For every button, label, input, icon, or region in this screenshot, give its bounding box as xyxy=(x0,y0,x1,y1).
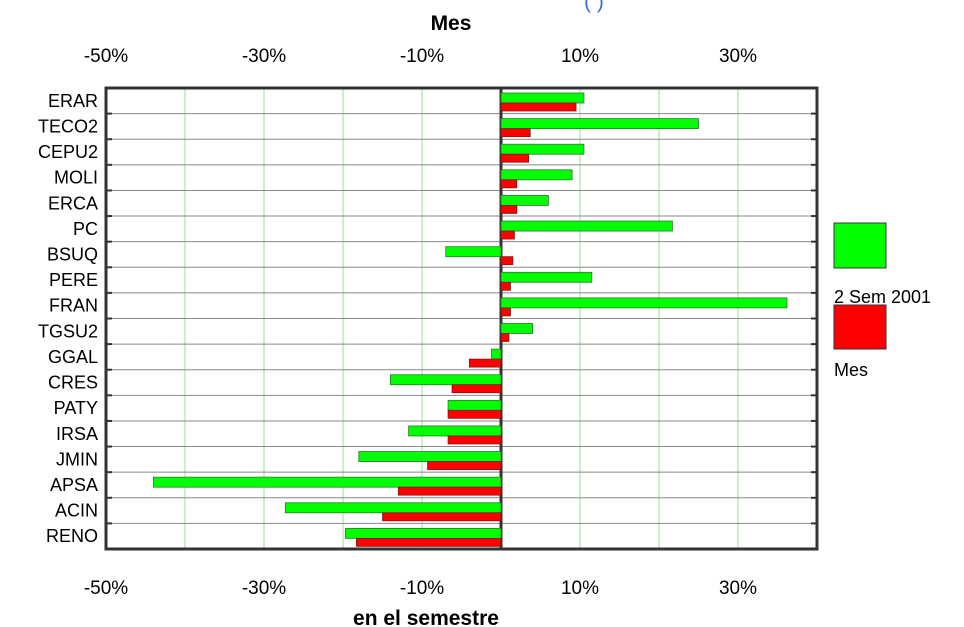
top-tick-label: -10% xyxy=(400,46,444,67)
axes-layer xyxy=(104,86,819,551)
category-label-jmin: JMIN xyxy=(56,449,98,469)
bottom-axis-title: en el semestre xyxy=(353,607,499,627)
bar-mes-irsa xyxy=(447,435,502,445)
bar-mes-cres xyxy=(451,384,502,394)
category-label-acin: ACIN xyxy=(55,501,98,521)
bars-layer xyxy=(152,92,788,547)
bar-mes-moli xyxy=(500,179,518,189)
category-label-paty: PATY xyxy=(54,398,98,418)
legend: 2 Sem 2001 Mes xyxy=(833,222,931,380)
bar-2sem-fran xyxy=(500,297,788,309)
bar-2sem-cepu2 xyxy=(500,143,585,155)
bar-2sem-tgsu2 xyxy=(500,323,534,334)
bottom-tick-label: -50% xyxy=(84,578,128,599)
bar-mes-jmin xyxy=(427,461,502,470)
bar-2sem-cres xyxy=(389,374,502,386)
category-label-moli: MOLI xyxy=(54,168,98,188)
bar-2sem-bsuq xyxy=(445,246,502,258)
top-tick-label: -50% xyxy=(84,46,128,67)
category-label-bsuq: BSUQ xyxy=(47,244,98,264)
bar-2sem-reno xyxy=(344,527,502,539)
category-label-pere: PERE xyxy=(49,270,98,290)
bar-2sem-acin xyxy=(284,502,502,514)
plot-frame xyxy=(104,86,819,551)
header-fragment: ( ) xyxy=(584,0,604,13)
legend-label-series-2: Mes xyxy=(834,360,868,380)
bar-mes-pere xyxy=(500,281,511,291)
category-label-cepu2: CEPU2 xyxy=(38,142,98,162)
bar-2sem-erar xyxy=(500,92,585,104)
category-label-apsa: APSA xyxy=(50,475,98,495)
bar-mes-erca xyxy=(500,205,518,214)
bar-mes-teco2 xyxy=(500,128,531,138)
top-tick-label: 10% xyxy=(561,46,599,67)
bar-2sem-jmin xyxy=(358,451,502,462)
bottom-tick-labels: -50% -30% -10% 10% 30% xyxy=(84,578,757,599)
bar-mes-reno xyxy=(356,537,502,547)
bar-2sem-erca xyxy=(500,195,549,206)
bar-mes-paty xyxy=(447,409,502,419)
bar-2sem-pc xyxy=(500,220,673,232)
legend-swatch-green xyxy=(833,222,887,269)
category-labels: ERAR TECO2 CEPU2 MOLI ERCA PC BSUQ PERE FRAN TGSU… xyxy=(38,91,98,546)
category-label-teco2: TECO2 xyxy=(38,116,98,136)
top-axis-title: Mes xyxy=(431,12,472,35)
category-label-pc: PC xyxy=(73,219,98,239)
bar-mes-erar xyxy=(500,102,577,112)
bar-2sem-paty xyxy=(447,399,502,411)
bottom-tick-label: -30% xyxy=(242,578,286,599)
legend-swatch-red xyxy=(833,304,887,350)
category-label-tgsu2: TGSU2 xyxy=(38,321,98,341)
top-tick-label: 30% xyxy=(719,46,757,67)
bar-2sem-ggal xyxy=(491,348,502,360)
legend-label-series-1: 2 Sem 2001 xyxy=(834,287,931,307)
bar-2sem-teco2 xyxy=(500,118,699,130)
bar-2sem-pere xyxy=(500,271,593,283)
bar-mes-acin xyxy=(382,512,502,522)
bar-mes-apsa xyxy=(397,486,502,496)
bar-mes-fran xyxy=(500,307,511,317)
bar-mes-bsuq xyxy=(500,256,514,266)
category-label-erca: ERCA xyxy=(48,193,98,213)
bar-2sem-moli xyxy=(500,169,573,181)
bar-mes-cepu2 xyxy=(500,153,530,163)
top-tick-label: -30% xyxy=(242,46,286,67)
bottom-tick-label: 10% xyxy=(561,578,599,599)
category-label-erar: ERAR xyxy=(48,91,98,111)
bottom-tick-label: 30% xyxy=(719,578,757,599)
top-tick-labels: -50% -30% -10% 10% 30% xyxy=(84,46,757,67)
bar-mes-pc xyxy=(500,230,515,240)
bottom-tick-label: -10% xyxy=(400,578,444,599)
bar-2sem-apsa xyxy=(152,476,502,488)
category-label-fran: FRAN xyxy=(49,296,98,316)
category-label-irsa: IRSA xyxy=(56,424,98,444)
category-label-ggal: GGAL xyxy=(48,347,98,367)
bar-2sem-irsa xyxy=(408,425,502,437)
bar-mes-ggal xyxy=(468,358,502,368)
category-label-reno: RENO xyxy=(46,526,98,546)
bar-mes-tgsu2 xyxy=(500,333,510,342)
category-label-cres: CRES xyxy=(48,373,98,393)
